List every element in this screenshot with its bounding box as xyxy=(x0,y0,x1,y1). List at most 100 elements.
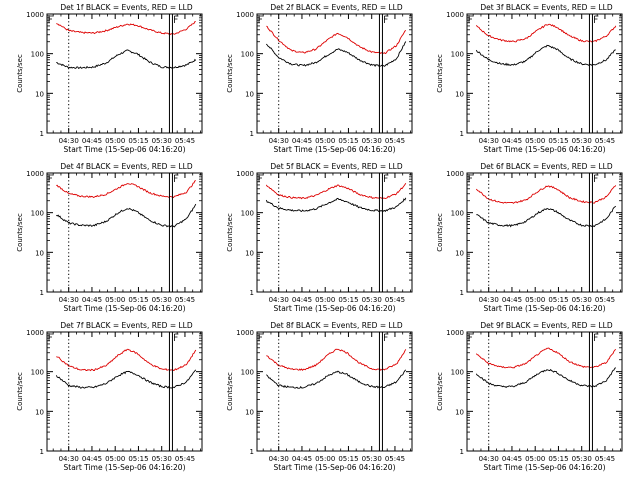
chart-title: Det 5f BLACK = Events, RED = LLD xyxy=(270,162,403,171)
x-tick-label: 05:00 xyxy=(525,455,545,463)
plot-frame xyxy=(46,13,203,134)
x-tick-label: 05:15 xyxy=(548,137,568,145)
x-axis-label: Start Time (15-Sep-06 04:16:20) xyxy=(274,145,396,154)
y-tick-label: 100 xyxy=(451,51,464,59)
x-axis-label: Start Time (15-Sep-06 04:16:20) xyxy=(484,463,606,472)
chart-panel-6: Det 6f BLACK = Events, RED = LLD 1 10 100 10… xyxy=(436,162,623,313)
series-line-lld xyxy=(56,180,196,199)
plot-frame xyxy=(466,172,623,293)
x-tick-label: 05:00 xyxy=(315,455,335,463)
series-line-lld xyxy=(266,348,407,372)
plot-frame xyxy=(46,172,203,293)
chart-title: Det 7f BLACK = Events, RED = LLD xyxy=(60,321,193,330)
x-tick-label: 05:45 xyxy=(385,137,405,145)
y-axis-label: Counts/sec xyxy=(436,54,444,93)
plot-frame xyxy=(466,331,623,452)
y-tick-label: 1000 xyxy=(236,11,254,19)
y-axis-label: Counts/sec xyxy=(436,213,444,252)
chart-title: Det 9f BLACK = Events, RED = LLD xyxy=(480,321,613,330)
x-tick-label: 04:45 xyxy=(292,455,312,463)
corner-glyph-icon xyxy=(468,15,473,23)
x-tick-label: 05:30 xyxy=(362,137,382,145)
y-tick-label: 1000 xyxy=(26,329,44,337)
corner-glyph-icon xyxy=(174,333,179,341)
x-axis-label: Start Time (15-Sep-06 04:16:20) xyxy=(484,145,606,154)
y-tick-label: 1 xyxy=(40,130,44,138)
y-tick-label: 100 xyxy=(31,369,44,377)
y-tick-label: 1000 xyxy=(26,11,44,19)
x-tick-label: 05:15 xyxy=(128,137,148,145)
corner-glyph-icon xyxy=(594,174,599,182)
y-axis-label: Counts/sec xyxy=(226,54,234,93)
chart-panel-1: Det 1f BLACK = Events, RED = LLD 1 10 100 10… xyxy=(16,3,203,154)
chart-title: Det 3f BLACK = Events, RED = LLD xyxy=(480,3,613,12)
x-tick-label: 04:30 xyxy=(269,296,289,304)
y-tick-label: 100 xyxy=(241,51,254,59)
x-tick-label: 05:30 xyxy=(152,296,172,304)
x-axis-label: Start Time (15-Sep-06 04:16:20) xyxy=(274,304,396,313)
plot-frame xyxy=(256,172,413,293)
chart-title: Det 2f BLACK = Events, RED = LLD xyxy=(270,3,403,12)
x-tick-label: 05:00 xyxy=(315,296,335,304)
x-tick-label: 05:45 xyxy=(175,137,195,145)
y-tick-label: 10 xyxy=(455,249,464,257)
y-tick-label: 100 xyxy=(451,210,464,218)
x-tick-label: 05:45 xyxy=(175,296,195,304)
x-tick-label: 05:45 xyxy=(595,296,615,304)
y-tick-label: 10 xyxy=(455,90,464,98)
x-tick-label: 04:45 xyxy=(82,455,102,463)
x-tick-label: 05:45 xyxy=(595,137,615,145)
x-tick-label: 04:45 xyxy=(82,296,102,304)
series-line-events xyxy=(56,203,197,228)
y-axis-label: Counts/sec xyxy=(16,213,24,252)
plot-frame xyxy=(466,13,623,134)
y-tick-label: 100 xyxy=(31,51,44,59)
series-line-events xyxy=(55,369,197,389)
x-axis-label: Start Time (15-Sep-06 04:16:20) xyxy=(64,463,186,472)
series-line-events xyxy=(265,41,407,67)
x-tick-label: 05:30 xyxy=(572,455,592,463)
x-tick-label: 04:30 xyxy=(269,137,289,145)
series-line-lld xyxy=(475,23,617,43)
x-axis-label: Start Time (15-Sep-06 04:16:20) xyxy=(274,463,396,472)
y-tick-label: 10 xyxy=(35,90,44,98)
x-axis-label: Start Time (15-Sep-06 04:16:20) xyxy=(64,304,186,313)
y-tick-label: 100 xyxy=(241,210,254,218)
y-tick-label: 1 xyxy=(250,130,254,138)
x-tick-label: 05:15 xyxy=(338,137,358,145)
y-tick-label: 1000 xyxy=(446,329,464,337)
x-tick-label: 05:30 xyxy=(572,137,592,145)
chart-panel-9: Det 9f BLACK = Events, RED = LLD 1 10 100 10… xyxy=(436,321,623,472)
chart-panel-5: Det 5f BLACK = Events, RED = LLD 1 10 100 10… xyxy=(226,162,413,313)
x-axis-label: Start Time (15-Sep-06 04:16:20) xyxy=(484,304,606,313)
y-tick-label: 10 xyxy=(245,249,254,257)
x-tick-label: 04:45 xyxy=(502,296,522,304)
x-tick-label: 05:00 xyxy=(315,137,335,145)
plot-frame xyxy=(46,331,203,452)
corner-glyph-icon xyxy=(384,174,389,182)
y-tick-label: 100 xyxy=(31,210,44,218)
x-tick-label: 05:45 xyxy=(595,455,615,463)
corner-glyph-icon xyxy=(258,333,263,341)
x-tick-label: 04:45 xyxy=(82,137,102,145)
x-tick-label: 05:00 xyxy=(105,296,125,304)
x-tick-label: 04:30 xyxy=(479,455,499,463)
x-tick-label: 05:30 xyxy=(362,296,382,304)
plot-frame xyxy=(256,331,413,452)
y-tick-label: 100 xyxy=(241,369,254,377)
corner-glyph-icon xyxy=(594,15,599,23)
corner-glyph-icon xyxy=(174,15,179,23)
series-line-lld xyxy=(56,348,197,372)
chart-panel-7: Det 7f BLACK = Events, RED = LLD 1 10 100 10… xyxy=(16,321,203,472)
x-tick-label: 05:45 xyxy=(385,296,405,304)
x-tick-label: 05:45 xyxy=(175,455,195,463)
y-axis-label: Counts/sec xyxy=(16,54,24,93)
series-line-events xyxy=(56,49,197,70)
corner-glyph-icon xyxy=(174,174,179,182)
x-axis-label: Start Time (15-Sep-06 04:16:20) xyxy=(64,145,186,154)
y-tick-label: 1000 xyxy=(446,170,464,178)
y-tick-label: 1000 xyxy=(26,170,44,178)
y-tick-label: 1 xyxy=(40,448,44,456)
x-tick-label: 05:30 xyxy=(572,296,592,304)
